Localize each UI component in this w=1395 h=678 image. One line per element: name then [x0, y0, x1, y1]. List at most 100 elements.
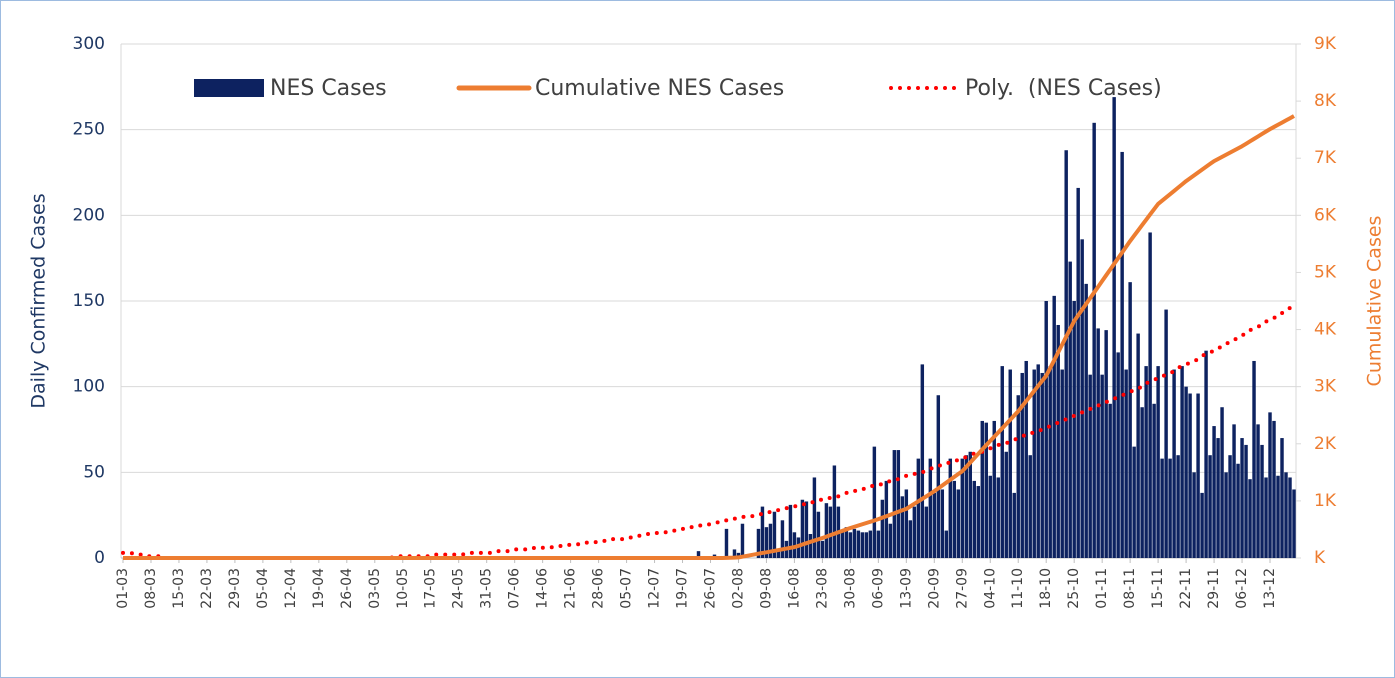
bar	[892, 450, 897, 558]
bar	[964, 455, 968, 558]
y2-tick-label: 6K	[1314, 205, 1337, 225]
bar	[1008, 369, 1012, 558]
bar	[1020, 372, 1024, 558]
x-tick-label: 06-09	[870, 568, 886, 609]
x-tick-label: 20-09	[926, 568, 942, 609]
x-tick-label: 22-11	[1178, 568, 1194, 609]
x-tick-label: 29-03	[227, 568, 243, 609]
bar	[776, 549, 781, 558]
bar	[1156, 366, 1160, 558]
bar	[1096, 328, 1100, 558]
bar	[768, 523, 773, 558]
bar	[832, 465, 837, 558]
bar	[1220, 407, 1224, 558]
bar	[1124, 369, 1128, 558]
x-tick-label: 13-09	[898, 568, 914, 609]
bar	[996, 477, 1000, 558]
x-tick-label: 16-08	[786, 568, 802, 609]
bar	[876, 530, 881, 558]
x-tick-label: 09-08	[758, 568, 774, 609]
x-tick-label: 07-06	[507, 568, 523, 609]
x-tick-label: 11-10	[1010, 568, 1026, 609]
bar	[860, 532, 865, 558]
bar	[1052, 295, 1056, 558]
bar	[1172, 369, 1176, 558]
x-tick-label: 26-04	[339, 568, 355, 609]
bar	[1024, 360, 1028, 558]
bar	[928, 458, 933, 558]
bar	[1060, 369, 1064, 558]
bar	[868, 530, 873, 558]
y2-tick-label: 4K	[1314, 320, 1337, 340]
bar	[788, 504, 793, 558]
bar	[1076, 187, 1080, 559]
bar	[756, 528, 761, 558]
bar	[1160, 458, 1164, 558]
bar	[1188, 393, 1192, 558]
bar	[1136, 333, 1140, 558]
y2-tick-label: K	[1314, 548, 1326, 568]
y-tick-label: 300	[73, 34, 105, 54]
bar	[932, 492, 937, 558]
bar	[880, 499, 885, 558]
x-tick-label: 19-07	[675, 568, 691, 609]
bar	[1252, 360, 1256, 558]
x-tick-label: 15-03	[171, 568, 187, 609]
bar	[920, 364, 925, 558]
bar	[936, 395, 941, 558]
bar	[1292, 489, 1296, 558]
x-tick-label: 26-07	[702, 568, 718, 609]
bar	[1036, 364, 1040, 558]
bar	[1268, 412, 1272, 558]
bar	[732, 549, 737, 558]
x-tick-label: 01-03	[115, 568, 131, 609]
bar	[1072, 301, 1076, 558]
bar	[1200, 492, 1204, 558]
bar	[1144, 366, 1148, 558]
bar	[1032, 369, 1036, 558]
bar	[724, 528, 729, 558]
bar	[940, 489, 945, 558]
bar	[1132, 446, 1136, 558]
bar	[1012, 492, 1016, 558]
x-tick-label: 24-05	[451, 568, 467, 609]
bar	[1180, 366, 1184, 558]
bar	[884, 480, 889, 558]
bar	[808, 534, 813, 558]
bar	[988, 475, 992, 558]
x-tick-label: 03-05	[367, 568, 383, 609]
bar	[1236, 463, 1240, 558]
bar	[1232, 424, 1236, 558]
legend-swatch	[194, 79, 264, 97]
bar	[840, 532, 845, 558]
bar	[844, 527, 849, 558]
bar	[1140, 407, 1144, 558]
x-tick-label: 31-05	[479, 568, 495, 609]
x-tick-label: 21-06	[563, 568, 579, 609]
bar	[960, 458, 965, 558]
bar	[1068, 261, 1072, 558]
y-tick-label: 250	[73, 120, 105, 140]
y2-axis-title: Cumulative Cases	[1364, 216, 1386, 387]
x-tick-label: 22-03	[199, 568, 215, 609]
bar	[1116, 352, 1120, 558]
bar	[916, 458, 921, 558]
bar	[824, 503, 829, 558]
y2-tick-label: 3K	[1314, 377, 1337, 397]
y-tick-label: 100	[73, 377, 105, 397]
bar	[1088, 374, 1092, 558]
bar	[1192, 472, 1196, 558]
bar	[896, 450, 901, 558]
bar	[1148, 232, 1152, 558]
bar	[1216, 438, 1220, 558]
bar	[1284, 472, 1288, 558]
y-tick-label: 50	[83, 462, 105, 482]
bar	[1004, 451, 1008, 558]
y2-tick-label: 1K	[1314, 491, 1337, 511]
bar	[1256, 424, 1260, 558]
x-tick-label: 05-04	[255, 568, 271, 609]
bar	[1104, 330, 1108, 558]
bar	[820, 540, 825, 558]
